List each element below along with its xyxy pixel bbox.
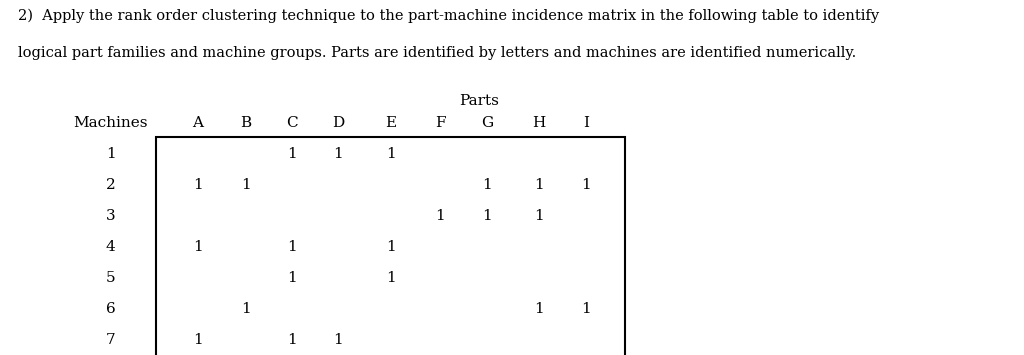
Text: 1: 1 [386,147,396,162]
Text: 1: 1 [193,333,203,347]
Text: 1: 1 [482,209,493,223]
Text: 1: 1 [581,302,591,316]
Text: 1: 1 [193,240,203,254]
Text: logical part families and machine groups. Parts are identified by letters and ma: logical part families and machine groups… [18,46,857,60]
Text: 1: 1 [287,240,297,254]
Text: B: B [241,116,251,130]
Text: 1: 1 [287,333,297,347]
Text: 1: 1 [435,209,445,223]
Text: I: I [583,116,589,130]
Text: A: A [193,116,203,130]
Text: H: H [532,116,545,130]
Text: 1: 1 [105,147,116,162]
Text: 4: 4 [105,240,116,254]
Text: 1: 1 [581,178,591,192]
Text: 1: 1 [287,147,297,162]
Text: 6: 6 [105,302,116,316]
Text: 1: 1 [241,178,251,192]
Text: 1: 1 [534,178,544,192]
Text: 1: 1 [534,209,544,223]
Text: D: D [332,116,344,130]
Text: 7: 7 [105,333,116,347]
Text: 1: 1 [386,240,396,254]
Text: 1: 1 [241,302,251,316]
Text: F: F [435,116,445,130]
Text: 1: 1 [534,302,544,316]
Text: 1: 1 [333,147,343,162]
Text: Machines: Machines [74,116,147,130]
Text: 1: 1 [193,178,203,192]
Text: 1: 1 [386,271,396,285]
Text: 1: 1 [482,178,493,192]
Text: E: E [386,116,396,130]
Text: 2)  Apply the rank order clustering technique to the part-machine incidence matr: 2) Apply the rank order clustering techn… [18,9,880,23]
Text: 1: 1 [287,271,297,285]
Text: 3: 3 [105,209,116,223]
Text: G: G [481,116,494,130]
Text: Parts: Parts [460,94,499,108]
Text: 5: 5 [105,271,116,285]
Text: C: C [286,116,298,130]
Text: 1: 1 [333,333,343,347]
Text: 2: 2 [105,178,116,192]
